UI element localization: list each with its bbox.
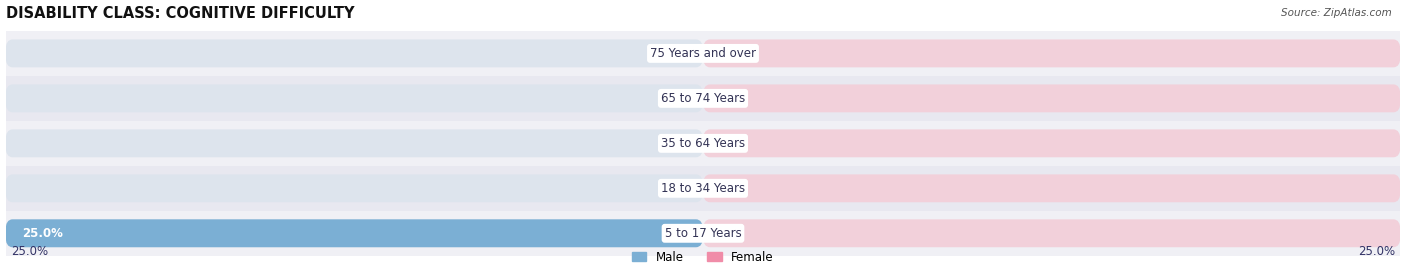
Text: 0.0%: 0.0% <box>662 137 692 150</box>
Bar <box>6 166 1400 211</box>
Text: 35 to 64 Years: 35 to 64 Years <box>661 137 745 150</box>
Text: 0.0%: 0.0% <box>662 47 692 60</box>
FancyBboxPatch shape <box>703 174 1400 202</box>
Text: 25.0%: 25.0% <box>22 227 63 240</box>
Text: 18 to 34 Years: 18 to 34 Years <box>661 182 745 195</box>
Bar <box>6 121 1400 166</box>
Text: 0.0%: 0.0% <box>714 47 744 60</box>
FancyBboxPatch shape <box>6 84 703 112</box>
FancyBboxPatch shape <box>6 219 703 247</box>
FancyBboxPatch shape <box>6 219 703 247</box>
Text: 0.0%: 0.0% <box>714 227 744 240</box>
FancyBboxPatch shape <box>703 84 1400 112</box>
FancyBboxPatch shape <box>6 174 703 202</box>
Legend: Male, Female: Male, Female <box>633 251 773 264</box>
FancyBboxPatch shape <box>6 39 703 67</box>
Bar <box>6 31 1400 76</box>
Bar <box>6 76 1400 121</box>
Text: 5 to 17 Years: 5 to 17 Years <box>665 227 741 240</box>
Text: 25.0%: 25.0% <box>1358 245 1395 258</box>
Text: DISABILITY CLASS: COGNITIVE DIFFICULTY: DISABILITY CLASS: COGNITIVE DIFFICULTY <box>6 6 354 21</box>
Text: 25.0%: 25.0% <box>11 245 48 258</box>
Text: 0.0%: 0.0% <box>714 182 744 195</box>
Text: 0.0%: 0.0% <box>714 137 744 150</box>
Text: Source: ZipAtlas.com: Source: ZipAtlas.com <box>1281 8 1392 18</box>
Text: 0.0%: 0.0% <box>662 92 692 105</box>
FancyBboxPatch shape <box>703 39 1400 67</box>
FancyBboxPatch shape <box>703 219 1400 247</box>
Text: 0.0%: 0.0% <box>662 182 692 195</box>
Text: 75 Years and over: 75 Years and over <box>650 47 756 60</box>
Bar <box>6 211 1400 256</box>
Text: 65 to 74 Years: 65 to 74 Years <box>661 92 745 105</box>
FancyBboxPatch shape <box>703 129 1400 157</box>
FancyBboxPatch shape <box>6 129 703 157</box>
Text: 0.0%: 0.0% <box>714 92 744 105</box>
